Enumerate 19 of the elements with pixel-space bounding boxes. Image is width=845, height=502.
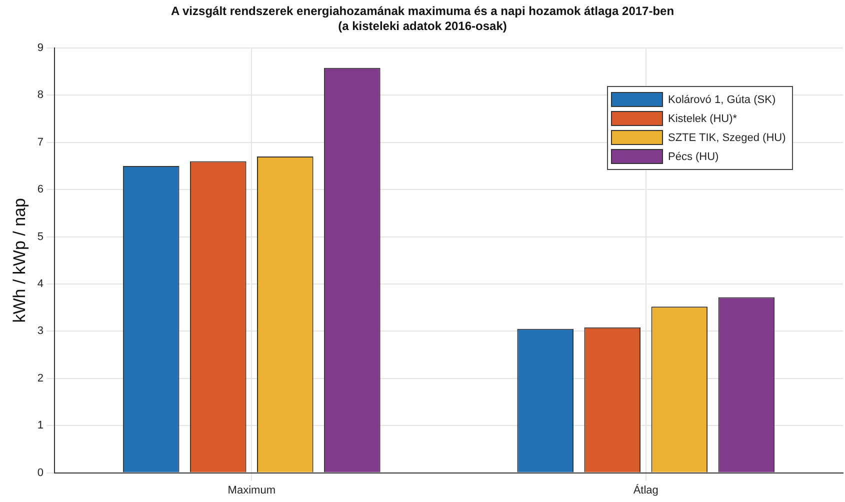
y-tick-label: 1 bbox=[37, 420, 44, 432]
y-tick-label: 8 bbox=[37, 89, 44, 102]
y-tick-label: 3 bbox=[37, 325, 44, 338]
x-tick-label: Maximum bbox=[228, 484, 276, 496]
y-tick-label: 7 bbox=[37, 136, 44, 148]
y-tick-label: 9 bbox=[37, 42, 44, 54]
y-axis-title: kWh / kWp / nap bbox=[10, 198, 29, 323]
legend-label: Kistelek (HU)* bbox=[668, 112, 738, 124]
y-tick-label: 5 bbox=[37, 230, 44, 243]
legend-label: SZTE TIK, Szeged (HU) bbox=[668, 132, 786, 144]
legend-label: Kolárovó 1, Gúta (SK) bbox=[668, 94, 776, 106]
chart-subtitle: (a kisteleki adatok 2016-osak) bbox=[337, 19, 508, 34]
x-tick-label: Átlag bbox=[633, 483, 658, 496]
y-tick-label: 4 bbox=[37, 278, 44, 290]
y-tick-label: 6 bbox=[37, 184, 44, 196]
chart-title: A vizsgált rendszerek energiahozamának maximuma és a napi hozamok átlaga 2017-ben bbox=[170, 4, 676, 19]
y-tick-label: 0 bbox=[37, 466, 44, 479]
legend-label: Pécs (HU) bbox=[668, 150, 719, 162]
y-tick-label: 2 bbox=[37, 372, 44, 384]
